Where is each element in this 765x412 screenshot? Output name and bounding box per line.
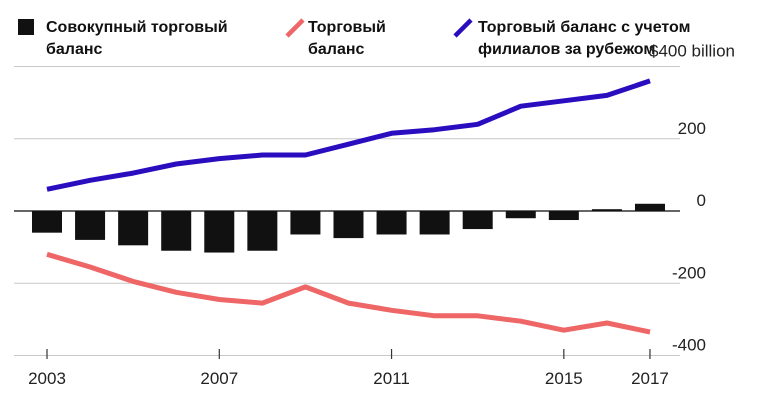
legend-label: Совокупный торговый bbox=[46, 19, 228, 36]
legend-swatch-line bbox=[453, 18, 473, 38]
y-tick-label: $400 billion bbox=[649, 42, 735, 61]
x-tick-label: 2011 bbox=[373, 369, 410, 388]
affiliates-balance-line bbox=[46, 78, 651, 192]
legend-label: баланс bbox=[46, 41, 103, 58]
y-axis-ticks: $400 billion 200 0 -200 -400 bbox=[649, 42, 735, 355]
trade-balance-line bbox=[46, 251, 651, 335]
bar-2012 bbox=[419, 211, 450, 235]
bar-2006 bbox=[161, 211, 192, 251]
x-tick-label: 2007 bbox=[200, 369, 238, 388]
y-tick-label: 200 bbox=[678, 119, 706, 138]
legend-label: Торговый баланс с учетом bbox=[478, 19, 690, 36]
bar-series bbox=[32, 203, 665, 253]
x-tick-label: 2015 bbox=[545, 369, 583, 388]
y-tick-label: -200 bbox=[672, 263, 706, 282]
x-tick-label: 2017 bbox=[631, 369, 669, 388]
legend-swatch-line bbox=[285, 18, 305, 38]
bar-2003 bbox=[32, 211, 62, 233]
bar-2013 bbox=[462, 211, 493, 230]
bar-2011 bbox=[376, 211, 407, 235]
bar-2007 bbox=[204, 211, 235, 253]
bar-2014 bbox=[505, 211, 536, 219]
bar-2010 bbox=[333, 211, 364, 239]
bar-2009 bbox=[290, 211, 321, 235]
bar-2005 bbox=[118, 211, 149, 246]
x-tick-label: 2003 bbox=[28, 369, 66, 388]
y-tick-label: 0 bbox=[697, 191, 706, 210]
bar-2015 bbox=[548, 211, 579, 221]
y-tick-label: -400 bbox=[672, 336, 706, 355]
legend-label: баланс bbox=[308, 41, 365, 58]
x-axis: 2003 2007 2011 2015 2017 bbox=[28, 349, 669, 388]
bar-2017 bbox=[634, 203, 665, 211]
legend-label: Торговый bbox=[308, 19, 386, 36]
bar-2004 bbox=[75, 211, 106, 240]
line-series bbox=[46, 78, 651, 335]
bar-2016 bbox=[591, 209, 622, 211]
legend: Совокупный торговый баланс Торговый баланс Т… bbox=[18, 18, 690, 58]
legend-label: филиалов за рубежом bbox=[478, 41, 655, 58]
bar-2008 bbox=[247, 211, 278, 251]
legend-swatch-bar bbox=[18, 19, 34, 35]
